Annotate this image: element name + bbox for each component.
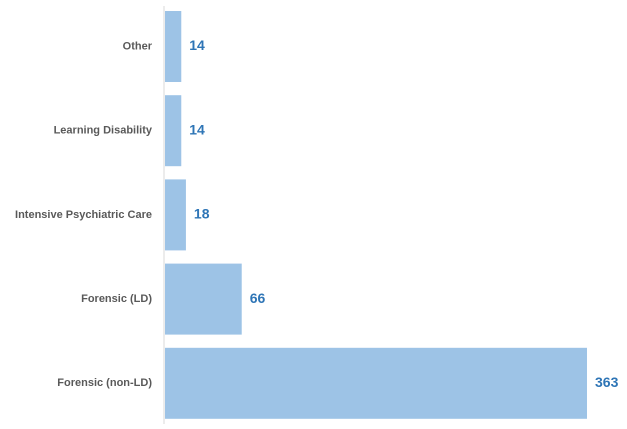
category-label-0: Other: [123, 40, 153, 52]
value-label-2: 18: [194, 206, 210, 222]
category-label-4: Forensic (non-LD): [57, 377, 152, 389]
value-label-0: 14: [189, 37, 205, 53]
bar-0: [165, 11, 182, 82]
value-labels-group: 14 14 18 66 363: [189, 37, 618, 390]
value-label-3: 66: [250, 290, 266, 306]
value-label-1: 14: [189, 121, 205, 137]
bar-1: [165, 95, 182, 167]
category-label-3: Forensic (LD): [81, 293, 152, 305]
category-labels-group: Other Learning Disability Intensive Psychi…: [15, 40, 153, 389]
bar-3: [165, 263, 242, 335]
bars-group: [165, 11, 587, 419]
value-label-4: 363: [595, 374, 619, 390]
category-label-2: Intensive Psychiatric Care: [15, 209, 152, 221]
category-label-1: Learning Disability: [54, 125, 153, 137]
bar-2: [165, 179, 186, 251]
bar-4: [165, 347, 587, 419]
